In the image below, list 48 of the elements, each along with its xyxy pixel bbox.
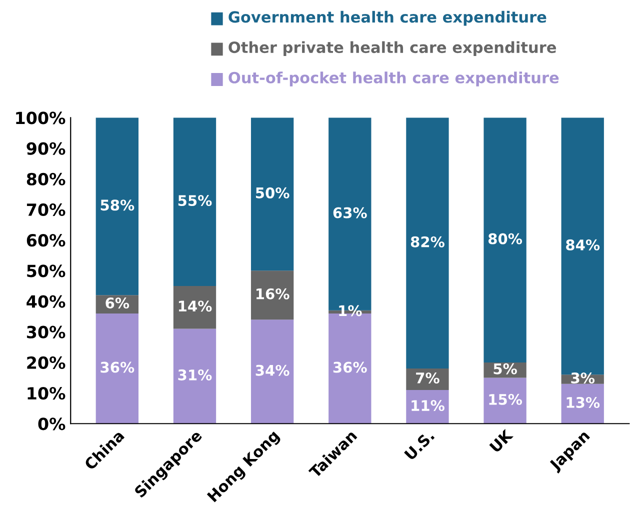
x-tick-label: UK (489, 428, 514, 454)
y-tick-label: 30% (26, 326, 66, 338)
data-label: 50% (256, 187, 290, 198)
legend-label: Out-of-pocket health care expenditure (228, 72, 559, 86)
bar (250, 118, 294, 271)
bar (250, 270, 294, 320)
bar (484, 378, 526, 424)
bar (406, 118, 449, 369)
y-tick-label: 100% (16, 112, 66, 124)
data-label: 55% (178, 195, 212, 206)
y-tick-label: 90% (26, 142, 66, 155)
data-label: 15% (489, 394, 522, 405)
data-label: 14% (178, 300, 212, 312)
data-label: 34% (256, 364, 290, 376)
bar (96, 118, 138, 296)
data-label: 31% (178, 369, 212, 380)
legend-label: Government health care expenditure (228, 10, 546, 26)
data-label: 6% (106, 298, 130, 309)
bar (484, 118, 526, 362)
y-tick-label: 0% (38, 418, 66, 430)
data-label: 3% (571, 372, 595, 384)
data-label: 16% (256, 288, 290, 300)
y-tick-label: 70% (26, 203, 66, 216)
data-label: 13% (566, 396, 600, 408)
data-label: 5% (494, 363, 517, 374)
bar (173, 118, 216, 286)
data-label: 7% (416, 372, 440, 384)
data-label: 82% (410, 236, 444, 248)
bar (173, 328, 216, 424)
y-tick-label: 20% (27, 356, 66, 370)
y-tick-label: 80% (26, 172, 66, 186)
y-tick-label: 60% (26, 234, 66, 247)
y-tick-label: 10% (28, 386, 66, 400)
data-label: 11% (412, 400, 444, 412)
bar (250, 320, 294, 424)
data-label: 80% (488, 233, 522, 244)
y-tick-label: 50% (27, 264, 66, 278)
bar (173, 286, 216, 329)
bar (96, 313, 138, 424)
data-label: 36% (100, 362, 134, 373)
data-label: 63% (333, 207, 367, 218)
x-tick-label: U.S. (404, 430, 435, 461)
bar (406, 368, 449, 390)
data-label: 84% (566, 239, 600, 250)
y-tick-label: 40% (26, 295, 66, 308)
legend-label: Other private health care expenditure (228, 41, 556, 56)
data-label: 36% (333, 362, 367, 373)
data-label: 58% (100, 200, 134, 211)
